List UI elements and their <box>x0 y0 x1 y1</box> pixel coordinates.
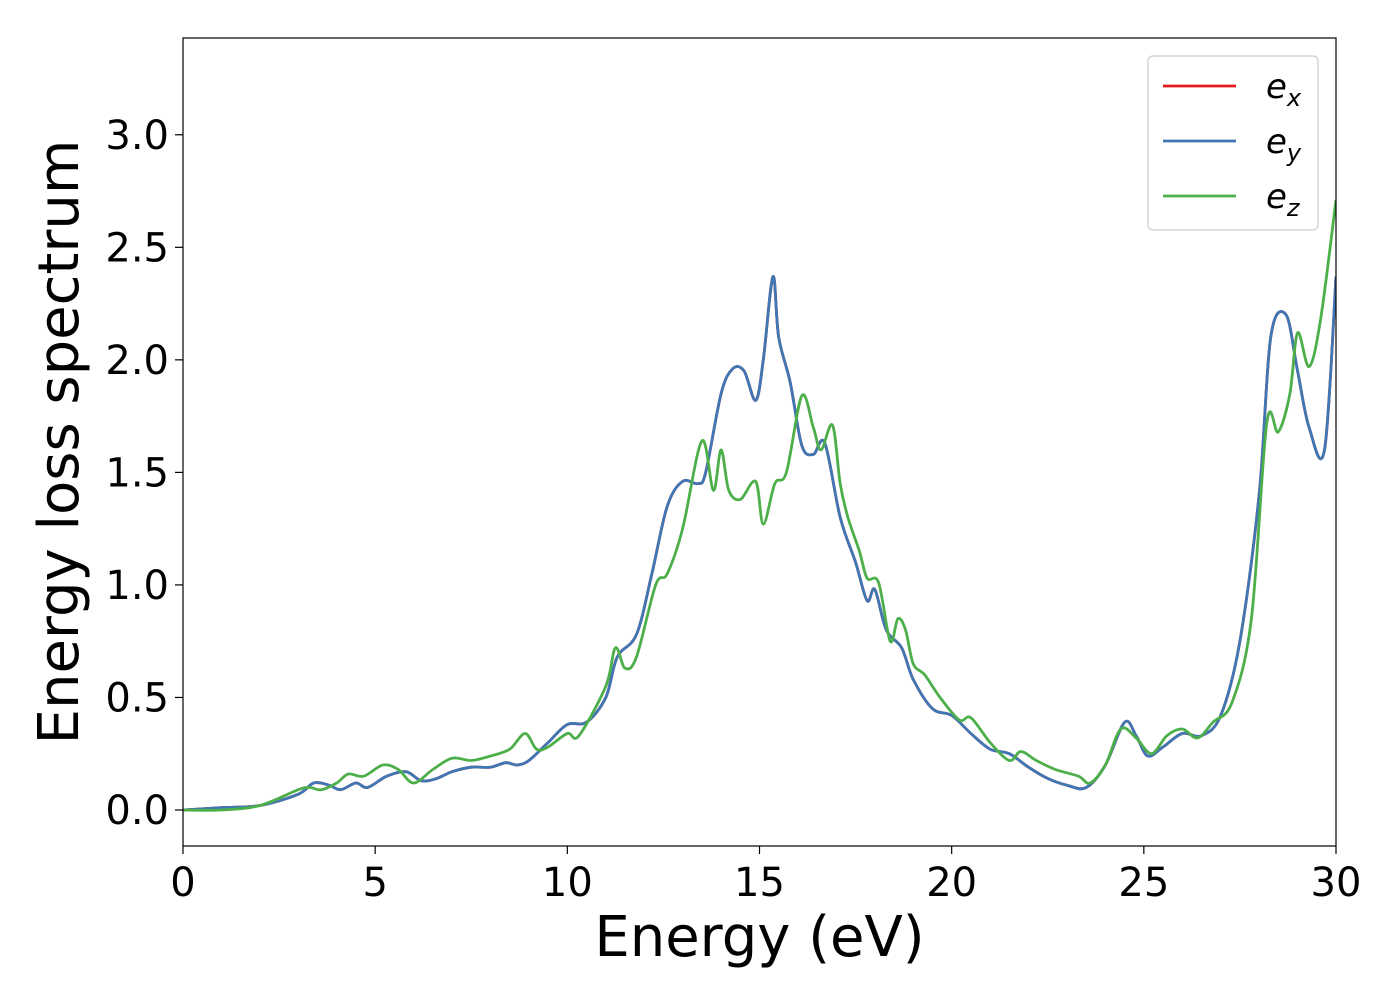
x-tick-label: 0 <box>170 860 195 906</box>
x-tick-label: 5 <box>362 860 387 906</box>
x-tick-label: 20 <box>926 860 977 906</box>
y-tick-label: 3.0 <box>105 113 169 159</box>
y-axis-ticks: 0.0 0.5 1.0 1.5 2.0 2.5 3.0 <box>105 113 183 834</box>
legend-box <box>1147 55 1319 231</box>
y-axis-label: Energy loss spectrum <box>27 140 92 745</box>
series-lines <box>183 199 1336 812</box>
x-axis-label: Energy (eV) <box>594 905 924 970</box>
plot-background <box>183 38 1336 846</box>
y-tick-label: 1.0 <box>105 563 169 609</box>
x-tick-label: 15 <box>734 860 785 906</box>
x-tick-label: 30 <box>1311 860 1362 906</box>
y-tick-label: 0.0 <box>105 788 169 834</box>
series-line-y <box>183 275 1336 812</box>
x-axis-ticks: 0 5 10 15 20 25 30 <box>170 846 1361 906</box>
y-tick-label: 2.5 <box>105 225 169 271</box>
x-tick-label: 25 <box>1118 860 1169 906</box>
series-line-z <box>183 199 1336 812</box>
y-tick-label: 2.0 <box>105 338 169 384</box>
y-tick-label: 0.5 <box>105 675 169 721</box>
x-tick-label: 10 <box>542 860 593 906</box>
y-tick-label: 1.5 <box>105 450 169 496</box>
